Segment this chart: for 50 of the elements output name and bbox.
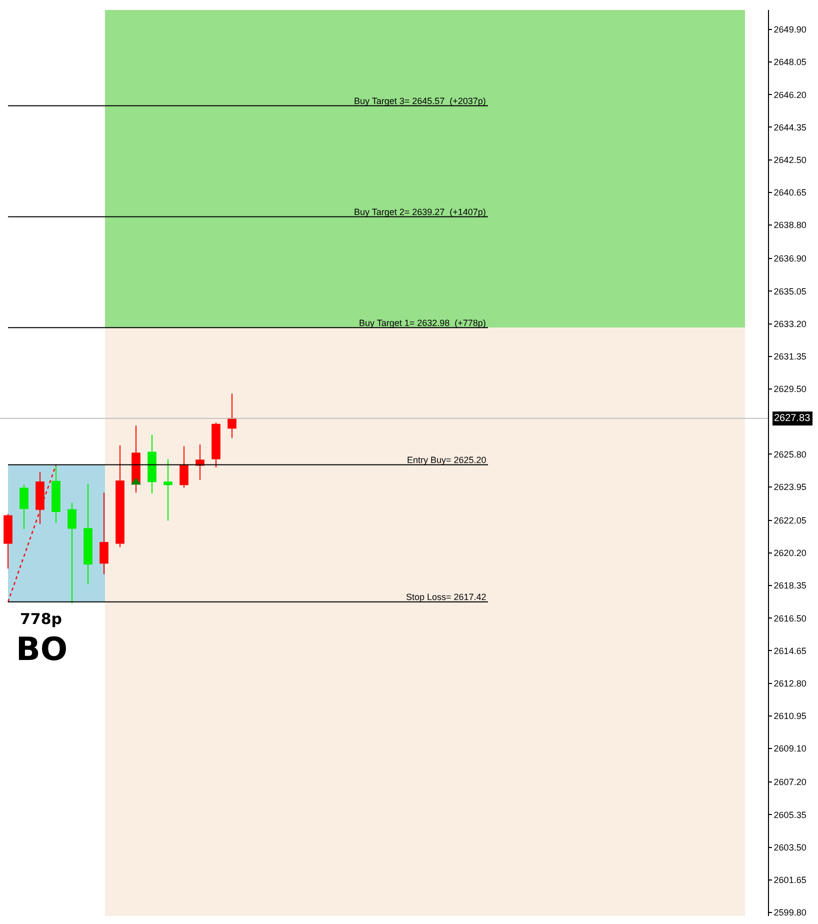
ref-line-label: Entry Buy= 2625.20 [407, 455, 486, 465]
y-tick-label: 2610.95 [774, 711, 806, 722]
y-tick-label: 2623.95 [774, 482, 806, 492]
ref-line-label: Stop Loss= 2617.42 [406, 592, 486, 602]
annotation: 778p [20, 610, 62, 628]
candlestick [52, 466, 60, 524]
y-tick-label: 2642.50 [774, 154, 806, 165]
candlestick [148, 434, 156, 494]
candlestick [164, 458, 172, 522]
ref-line-label: 2627.83 [774, 413, 811, 424]
y-tick-label: 2620.20 [774, 548, 806, 558]
y-tick-label: 2603.50 [774, 842, 806, 852]
ref-line-label: Buy Target 3= 2645.57 (+2037p) [354, 96, 486, 106]
candlestick [36, 471, 44, 524]
ref-line-label: Buy Target 1= 2632.98 (+778p) [359, 318, 486, 328]
candlestick [132, 424, 140, 494]
y-tick-label: 2629.50 [774, 384, 806, 394]
y-tick-label: 2644.35 [774, 122, 806, 132]
candlestick [4, 513, 12, 570]
y-tick-label: 2636.90 [774, 254, 806, 264]
y-tick-label: 2618.35 [774, 580, 806, 591]
candlestick [116, 444, 124, 548]
y-tick-label: 2622.05 [774, 515, 806, 526]
y-tick-label: 2633.20 [774, 318, 806, 329]
y-tick-label: 2599.80 [774, 908, 806, 918]
y-tick-label: 2607.20 [774, 777, 806, 788]
y-tick-label: 2648.05 [774, 57, 806, 68]
y-tick-label: 2614.65 [774, 646, 806, 656]
candlestick [212, 422, 220, 468]
candlestick [20, 484, 28, 530]
candlestick [68, 502, 76, 604]
y-tick-label: 2640.65 [774, 188, 806, 198]
y-tick-label: 2635.05 [774, 286, 806, 296]
candlestick [180, 446, 188, 488]
y-tick-label: 2609.10 [774, 744, 806, 754]
y-tick-label: 2646.20 [774, 90, 806, 100]
y-tick-label: 2612.80 [774, 678, 806, 688]
y-tick-label: 2631.35 [774, 352, 806, 362]
y-tick-label: 2649.90 [774, 24, 806, 35]
candlestick [228, 393, 236, 438]
candlestick [100, 492, 108, 575]
ref-line-label: Buy Target 2= 2639.27 (+1407p) [354, 207, 486, 217]
candlestick [84, 483, 92, 585]
y-tick-label: 2616.50 [774, 613, 806, 624]
y-tick-label: 2601.65 [774, 875, 806, 886]
annotation: BO [16, 630, 68, 668]
y-tick-label: 2625.80 [774, 449, 806, 460]
y-tick-label: 2638.80 [774, 220, 806, 230]
candlestick [196, 444, 204, 480]
y-tick-label: 2605.35 [774, 810, 806, 820]
